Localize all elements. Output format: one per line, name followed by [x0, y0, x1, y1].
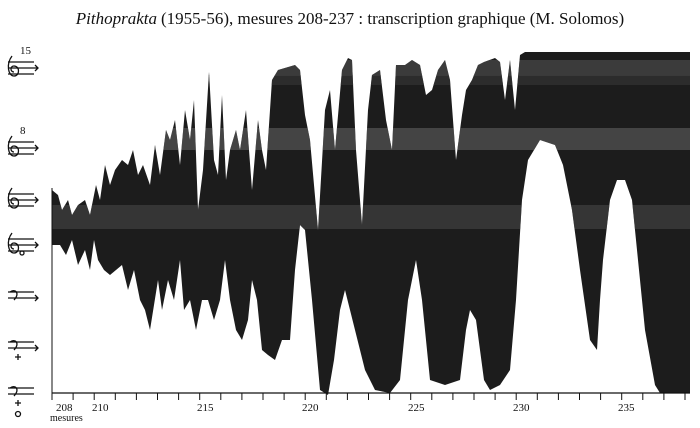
- register-band: [52, 205, 690, 229]
- title-work: Pithoprakta: [75, 9, 157, 28]
- register-band: [52, 128, 690, 150]
- measure-label: 235: [618, 402, 635, 414]
- measure-label: 210: [92, 402, 109, 414]
- measure-label: 225: [408, 402, 425, 414]
- clefs: [7, 55, 39, 418]
- measure-ticks: [51, 393, 686, 400]
- sound-mass: [52, 52, 690, 395]
- measure-label: 220: [302, 402, 319, 414]
- clef-octave: 15: [20, 45, 32, 57]
- title-rest: (1955-56), mesures 208-237 : transcripti…: [161, 9, 624, 28]
- measure-label: 215: [197, 402, 214, 414]
- register-band: [52, 60, 690, 76]
- axis-caption: mesures: [50, 413, 83, 424]
- measure-label: 230: [513, 402, 530, 414]
- measure-label: 208: [56, 402, 73, 414]
- register-band: [52, 75, 690, 85]
- title: Pithoprakta (1955-56), mesures 208-237 : …: [75, 9, 624, 28]
- clef-octave: 8: [20, 125, 26, 137]
